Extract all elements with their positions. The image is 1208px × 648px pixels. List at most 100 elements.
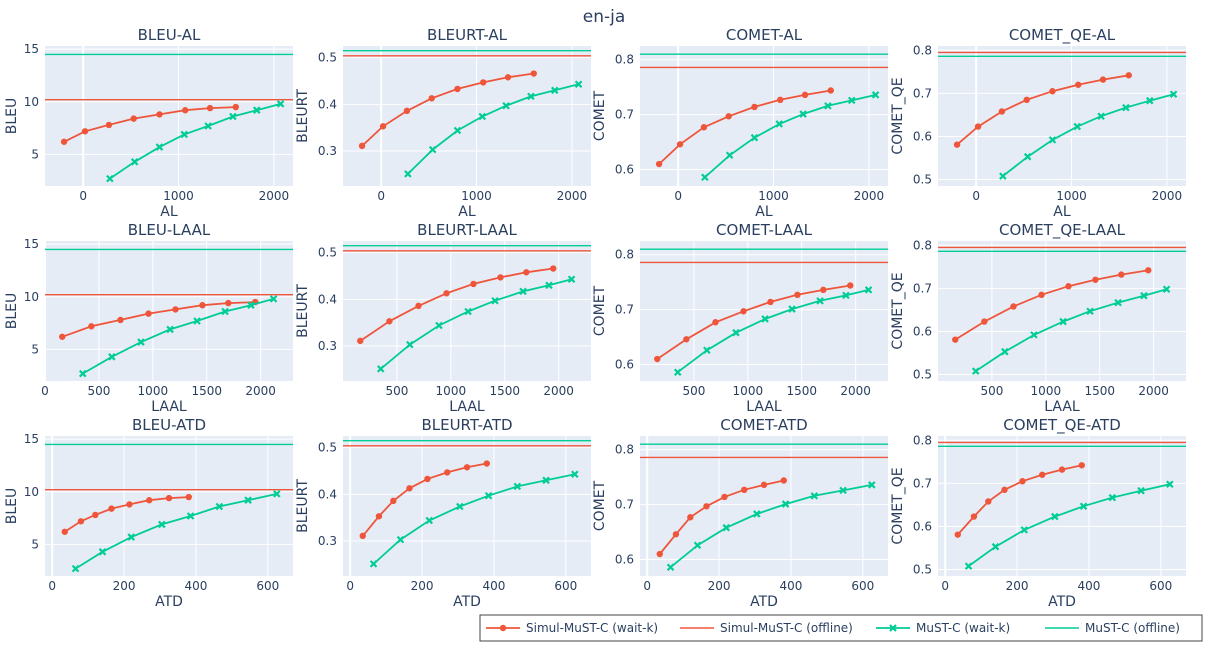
y-axis-label: COMET_QE (890, 467, 906, 544)
x-tick-label: 1000 (163, 189, 194, 203)
y-tick-label: 0.7 (615, 108, 634, 122)
data-point (357, 337, 364, 345)
x-tick-label: 200 (411, 579, 434, 593)
subplot-comet-atd: 0 200 400 600 0.6 0.7 0.8 COMET-ATD ATD COMET (592, 416, 888, 610)
x-axis-label: ATD (750, 594, 778, 610)
plot-area (343, 46, 591, 186)
data-point (1145, 267, 1152, 274)
data-point (376, 365, 385, 373)
legend-item[interactable]: Simul-MuST-C (wait-k) (486, 621, 658, 635)
data-point (847, 282, 854, 289)
x-axis-label: ATD (453, 594, 481, 610)
series-line (1002, 93, 1174, 177)
subplot-title: COMET_QE-AL (1009, 26, 1116, 45)
plot-area (938, 436, 1186, 576)
y-tick-label: 0.5 (913, 173, 932, 187)
data-point (375, 513, 383, 520)
data-point (1140, 291, 1148, 300)
series-layer (640, 248, 888, 376)
y-tick-label: 0.5 (318, 441, 337, 455)
data-point (761, 315, 769, 323)
legend[interactable]: Simul-MuST-C (wait-k) Simul-MuST-C (offli… (479, 614, 1203, 642)
data-point (666, 563, 675, 571)
series-line (954, 269, 1149, 341)
data-point (358, 142, 366, 150)
data-point (60, 138, 68, 145)
x-tick-label: 0 (972, 189, 980, 203)
data-point (88, 323, 95, 330)
data-point (502, 101, 510, 110)
x-axis-label: AL (160, 204, 178, 220)
x-tick-label: 1000 (733, 384, 764, 398)
x-tick-label: 500 (980, 384, 1003, 398)
data-point (247, 301, 255, 309)
series-line (362, 462, 487, 537)
data-point (204, 122, 212, 130)
data-point (513, 482, 522, 491)
series-line (109, 103, 281, 180)
y-tick-label: 15 (24, 432, 39, 446)
data-point (656, 550, 663, 558)
data-point (165, 494, 173, 502)
data-point (693, 541, 702, 550)
x-tick-label: 2000 (854, 189, 885, 203)
legend-item[interactable]: Simul-MuST-C (offline) (680, 621, 853, 635)
y-tick-label: 0.7 (913, 476, 932, 490)
series-layer (938, 246, 1186, 375)
data-point (127, 533, 136, 541)
y-tick-label: 0.7 (615, 303, 634, 317)
y-axis-label: BLEU (4, 488, 20, 525)
data-point (683, 336, 690, 343)
x-tick-label: 1000 (436, 384, 467, 398)
data-point (206, 104, 214, 112)
data-point (92, 511, 99, 519)
x-tick-label: 200 (113, 579, 136, 593)
data-point (229, 112, 237, 121)
subplot-bleu-laal: 0 500 1000 1500 2000 5 10 15 BLEU-LAAL LAAL BLEU (4, 221, 293, 415)
data-point (1065, 283, 1072, 290)
data-point (712, 319, 719, 326)
series-layer (45, 248, 293, 378)
data-point (180, 130, 189, 139)
data-point (799, 110, 807, 118)
data-point (985, 498, 992, 505)
y-axis-label: COMET (592, 480, 608, 531)
y-tick-label: 0.4 (318, 292, 337, 306)
data-point (871, 91, 880, 99)
plot-area (640, 46, 888, 186)
data-point (864, 286, 873, 294)
data-point (732, 328, 740, 337)
data-point (1166, 480, 1174, 489)
subplot-comet-laal: 500 1000 1500 2000 0.6 0.7 0.8 COMET-LAAL LAAL CO… (592, 221, 888, 415)
data-point (954, 531, 961, 538)
data-point (1108, 493, 1117, 502)
data-point (750, 133, 759, 142)
x-tick-label: 1500 (1084, 384, 1115, 398)
data-point (519, 287, 527, 296)
legend-item[interactable]: MuST-C (wait-k) (876, 621, 1010, 635)
data-point (269, 295, 278, 303)
data-point (1023, 152, 1032, 161)
legend-item[interactable]: MuST-C (offline) (1045, 621, 1180, 635)
data-point (673, 368, 682, 376)
data-point (386, 318, 393, 325)
plot-area (938, 241, 1186, 381)
x-tick-label: 2000 (1152, 189, 1183, 203)
legend-label: Simul-MuST-C (offline) (720, 621, 853, 635)
series-layer (640, 443, 888, 571)
data-point (78, 369, 87, 378)
data-point (182, 107, 189, 114)
x-tick-label: 0 (377, 189, 385, 203)
series-line (359, 267, 554, 342)
data-point (970, 513, 978, 520)
data-point (527, 92, 535, 101)
data-point (847, 96, 856, 105)
x-tick-label: 1000 (461, 189, 492, 203)
data-point (801, 91, 809, 99)
data-point (404, 170, 412, 178)
data-point (453, 126, 462, 135)
data-point (1099, 76, 1107, 83)
series-layer (45, 443, 293, 573)
